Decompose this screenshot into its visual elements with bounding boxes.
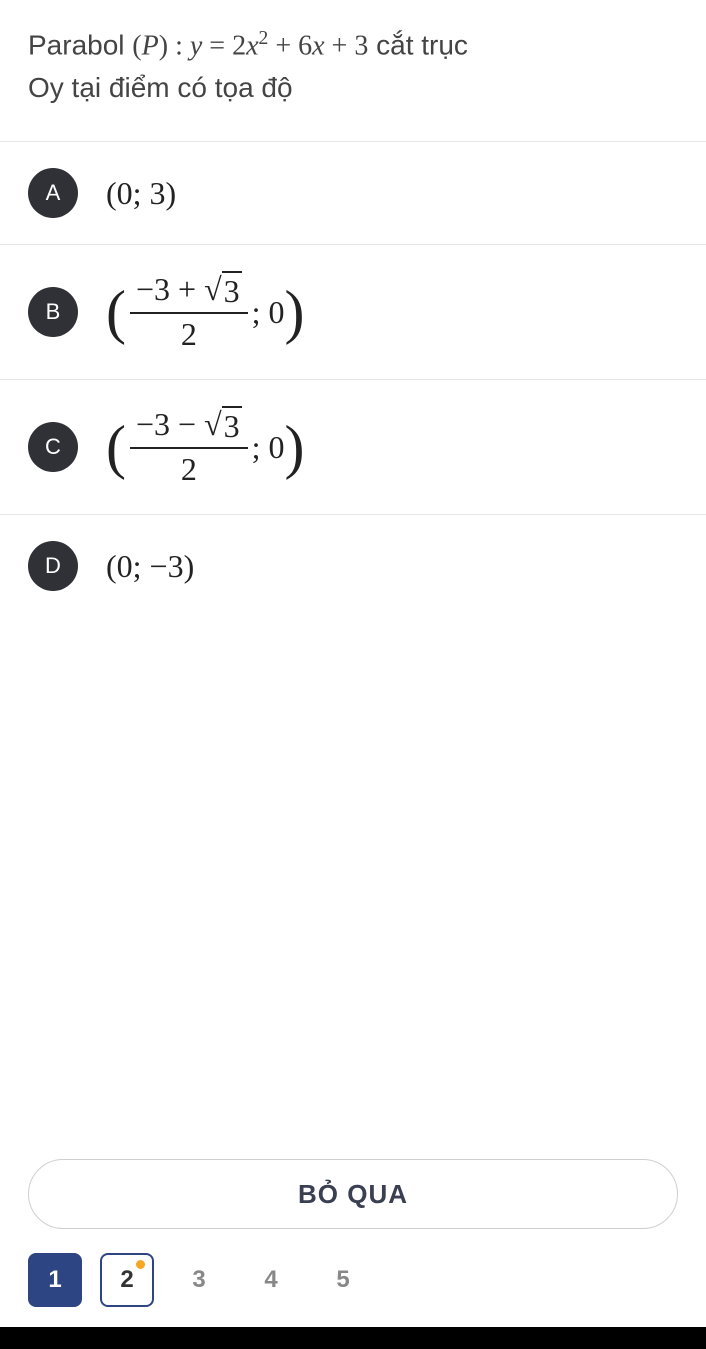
page-4[interactable]: 4	[244, 1253, 298, 1307]
option-c[interactable]: C ( −3 − √3 2 ; 0 )	[0, 380, 706, 515]
page-3[interactable]: 3	[172, 1253, 226, 1307]
q-plus2: + 3	[325, 30, 369, 61]
option-b-sqrtval: 3	[222, 271, 242, 310]
option-b-den: 2	[175, 314, 203, 353]
option-a[interactable]: A (0; 3)	[0, 142, 706, 245]
option-c-den: 2	[175, 449, 203, 488]
q-paren-close: )	[159, 30, 168, 61]
option-b-tail: ; 0	[252, 294, 285, 331]
pager: 1 2 3 4 5	[28, 1253, 678, 1307]
bottom-black-bar	[0, 1327, 706, 1349]
sqrt-icon: √3	[204, 271, 242, 310]
q-plus1: + 6	[268, 30, 312, 61]
option-b-badge: B	[28, 287, 78, 337]
option-c-math: ( −3 − √3 2 ; 0 )	[106, 406, 305, 488]
page-5[interactable]: 5	[316, 1253, 370, 1307]
q-two: 2	[232, 30, 246, 61]
option-d-math: (0; −3)	[106, 548, 194, 585]
option-d[interactable]: D (0; −3)	[0, 515, 706, 617]
option-b-num: −3 + √3	[130, 271, 248, 314]
q-y: y	[190, 30, 202, 61]
page-1[interactable]: 1	[28, 1253, 82, 1307]
q-line2: Oy tại điểm có tọa độ	[28, 72, 293, 103]
option-c-badge: C	[28, 422, 78, 472]
q-paren-open: (	[132, 30, 141, 61]
sqrt-icon: √3	[204, 406, 242, 445]
q-eq: =	[202, 30, 232, 61]
q-prefix: Parabol	[28, 29, 132, 60]
option-c-num: −3 − √3	[130, 406, 248, 449]
bottom-bar: BỎ QUA 1 2 3 4 5	[0, 1159, 706, 1327]
skip-button[interactable]: BỎ QUA	[28, 1159, 678, 1229]
page-2[interactable]: 2	[100, 1253, 154, 1307]
q-x2: x	[312, 30, 324, 61]
rparen-icon: )	[285, 282, 305, 342]
q-pvar: P	[142, 30, 159, 61]
rparen-icon: )	[285, 417, 305, 477]
option-b-numtext: −3 +	[136, 271, 204, 307]
option-d-badge: D	[28, 541, 78, 591]
notification-dot-icon	[136, 1260, 145, 1269]
question-text: Parabol (P) : y = 2x2 + 6x + 3 cắt trục …	[0, 0, 706, 142]
q-suffix1: cắt trục	[368, 29, 468, 60]
option-b-math: ( −3 + √3 2 ; 0 )	[106, 271, 305, 353]
spacer	[0, 617, 706, 1159]
option-a-badge: A	[28, 168, 78, 218]
lparen-icon: (	[106, 282, 126, 342]
option-a-math: (0; 3)	[106, 175, 176, 212]
option-c-numtext: −3 −	[136, 406, 204, 442]
page-2-label: 2	[120, 1266, 133, 1294]
q-colon: :	[168, 30, 190, 61]
q-x1: x	[246, 30, 258, 61]
option-c-tail: ; 0	[252, 429, 285, 466]
option-b[interactable]: B ( −3 + √3 2 ; 0 )	[0, 245, 706, 380]
lparen-icon: (	[106, 417, 126, 477]
option-c-sqrtval: 3	[222, 406, 242, 445]
option-c-fraction: −3 − √3 2	[130, 406, 248, 488]
option-b-fraction: −3 + √3 2	[130, 271, 248, 353]
q-sq: 2	[259, 28, 269, 49]
